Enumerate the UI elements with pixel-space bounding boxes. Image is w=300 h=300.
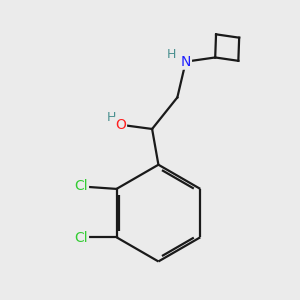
- Text: N: N: [181, 55, 191, 69]
- Text: H: H: [166, 48, 176, 61]
- Text: Cl: Cl: [74, 179, 88, 193]
- Text: H: H: [106, 111, 116, 124]
- Text: Cl: Cl: [74, 231, 88, 245]
- Text: O: O: [115, 118, 126, 132]
